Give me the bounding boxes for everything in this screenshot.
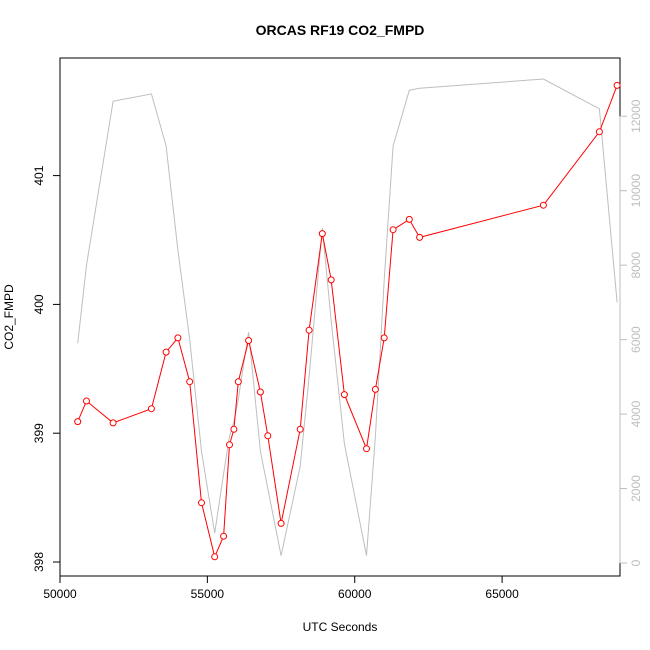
y2-tick-label: 4000 [629, 400, 643, 427]
co2-point [405, 215, 413, 223]
co2-point [230, 425, 238, 433]
x-axis-label: UTC Seconds [303, 620, 378, 634]
co2-point [256, 388, 264, 396]
plot-frame [59, 57, 621, 577]
y-tick-label: 399 [32, 423, 46, 443]
co2-point [83, 397, 90, 405]
co2-point [380, 334, 388, 342]
y2-tick-label: 0 [629, 559, 643, 566]
co2-point [234, 378, 242, 386]
co2-point [389, 226, 397, 234]
series-layer [74, 78, 621, 561]
co2-point [363, 445, 370, 453]
co2-point [147, 405, 155, 413]
x-axis: 50000 55000 60000 65000 [43, 575, 519, 601]
co2-point [198, 499, 205, 507]
co2-point [264, 432, 272, 440]
y2-tick-label: 2000 [629, 475, 643, 502]
y-axis: 398 399 400 401 [32, 165, 61, 572]
co2-point [277, 519, 285, 527]
co2-point [305, 326, 313, 334]
co2-point [595, 128, 603, 136]
co2-point [186, 378, 194, 386]
co2-point [416, 233, 424, 241]
co2-point [327, 276, 335, 284]
y2-tick-label: 10000 [629, 174, 643, 208]
co2-point [226, 441, 233, 449]
y-axis-label: CO2_FMPD [2, 284, 16, 350]
y2-axis: 0 2000 4000 6000 8000 10000 12000 [619, 99, 643, 566]
chart-title: ORCAS RF19 CO2_FMPD [256, 22, 425, 38]
co2-point [318, 230, 326, 238]
y-tick-label: 400 [32, 294, 46, 314]
y2-tick-label: 12000 [629, 99, 643, 133]
y-tick-label: 401 [32, 165, 46, 185]
co2-point [245, 337, 253, 344]
co2-point [371, 385, 379, 393]
y-tick-label: 398 [32, 552, 46, 572]
co2-point [613, 81, 621, 89]
co2-point [211, 553, 219, 561]
co2-series-line [77, 85, 618, 559]
co2-point [220, 532, 228, 540]
altitude-series-line [77, 78, 618, 556]
co2-point [162, 348, 170, 356]
y2-tick-label: 8000 [629, 251, 643, 278]
co2-point [174, 334, 182, 342]
co2-point [74, 418, 82, 426]
x-tick-label: 60000 [338, 587, 372, 601]
x-tick-label: 50000 [43, 587, 77, 601]
x-tick-label: 55000 [191, 587, 225, 601]
co2-point [109, 419, 117, 427]
co2-point [340, 391, 348, 399]
x-tick-label: 65000 [485, 587, 519, 601]
co2-point [539, 201, 547, 209]
co2-point [296, 425, 304, 433]
y2-tick-label: 6000 [629, 326, 643, 353]
